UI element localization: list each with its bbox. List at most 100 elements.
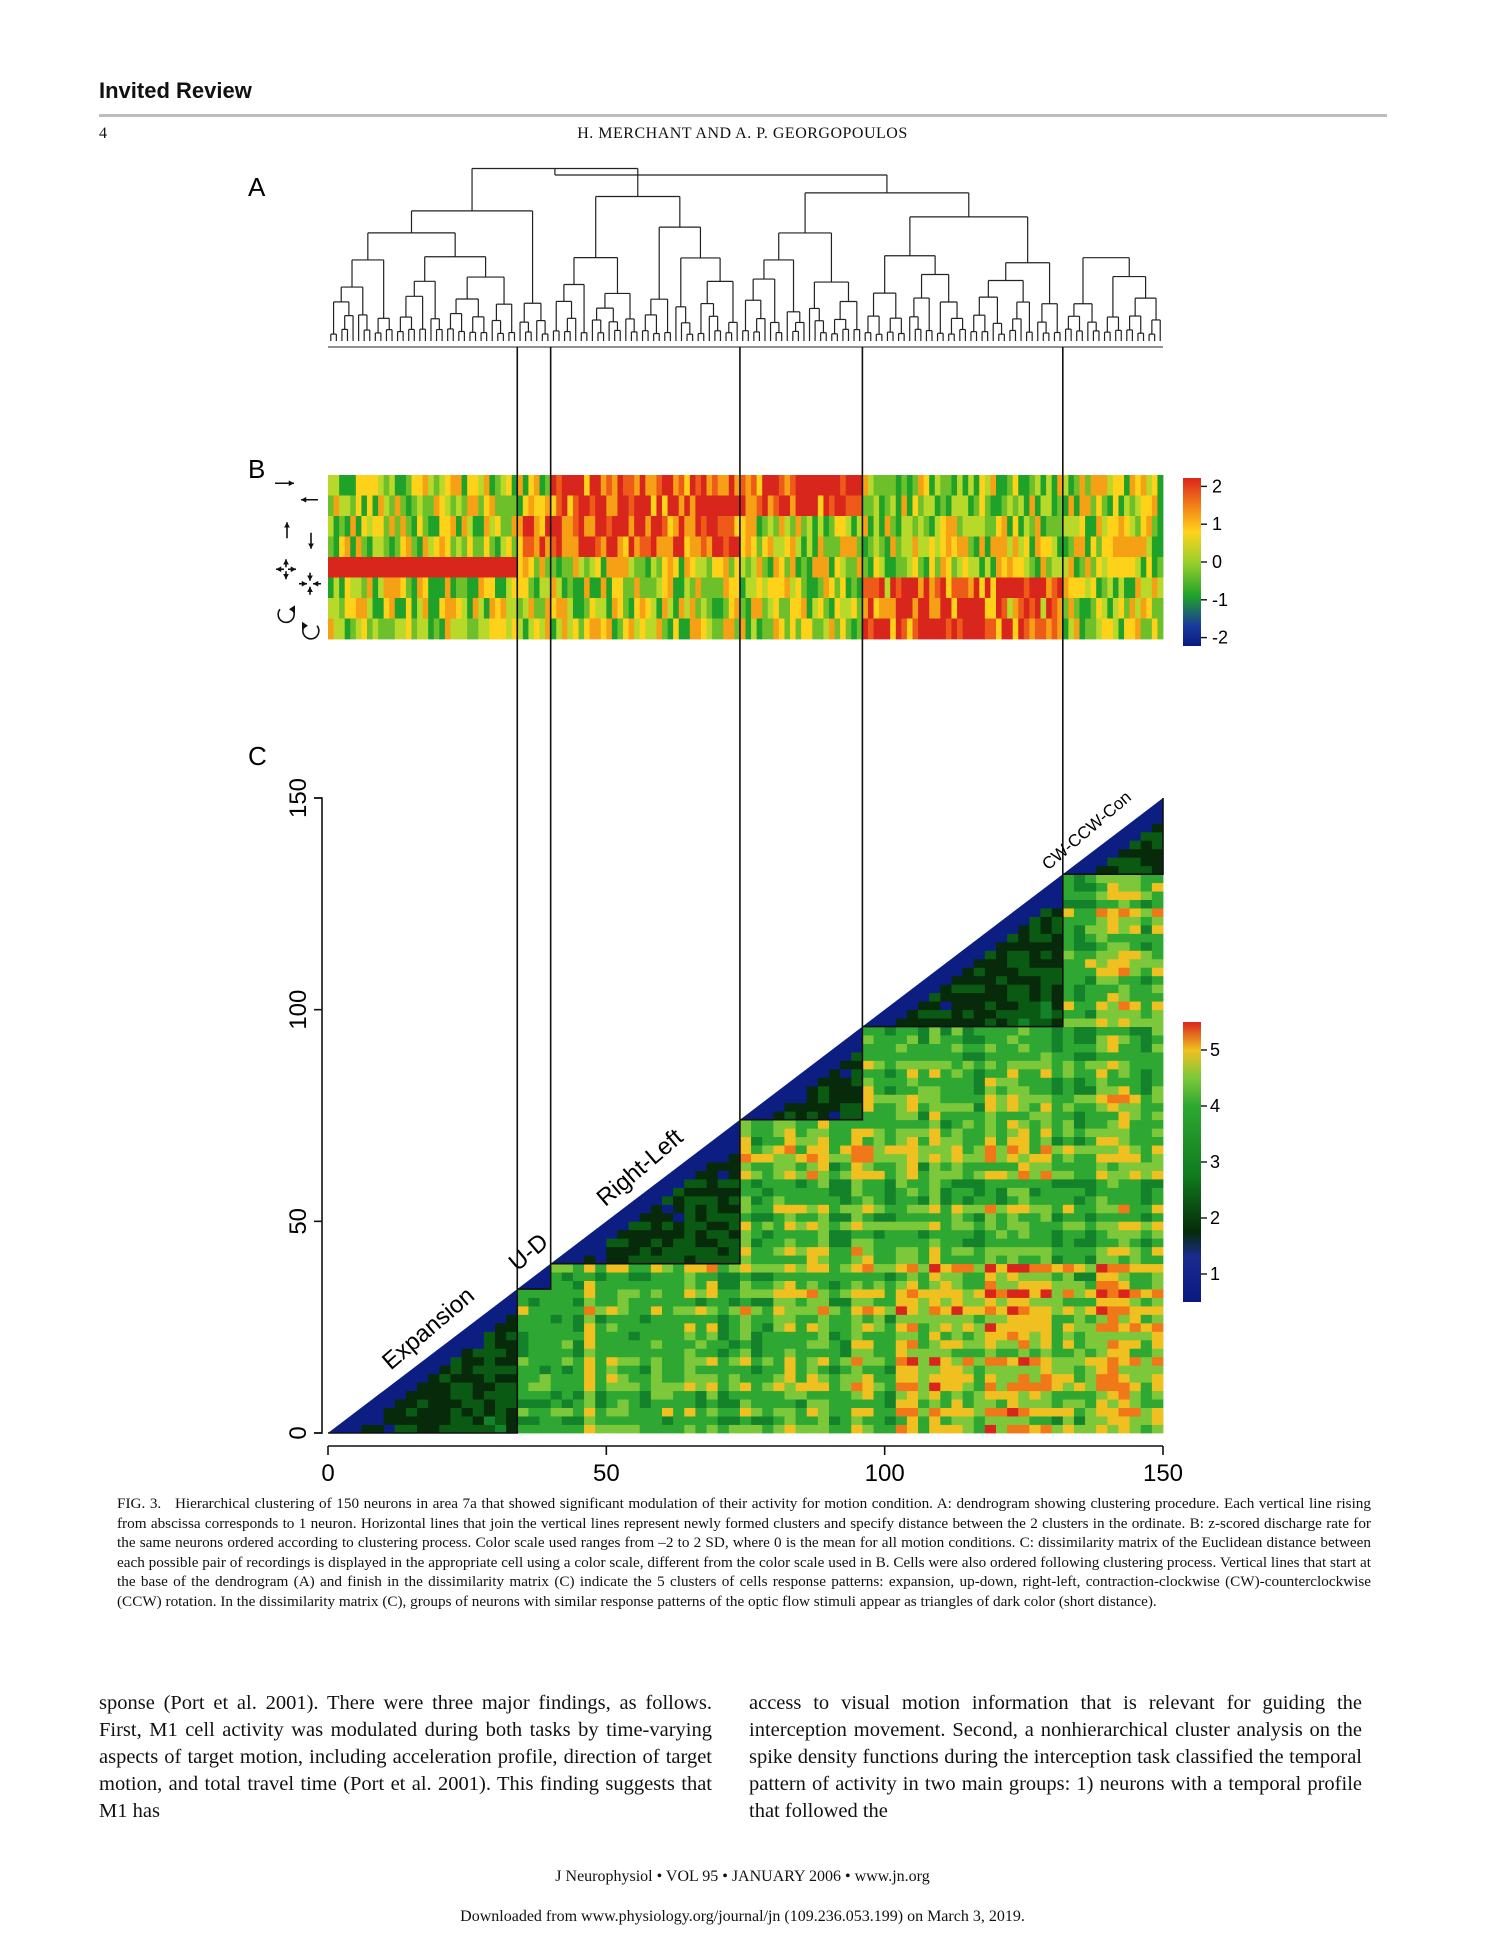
dissimilarity-matrix bbox=[328, 798, 1164, 1434]
matrix-cell bbox=[539, 1322, 552, 1332]
heat-cell bbox=[1140, 577, 1147, 599]
matrix-cell bbox=[572, 1255, 585, 1265]
matrix-cell bbox=[1040, 1407, 1053, 1417]
matrix-cell bbox=[1151, 925, 1164, 934]
matrix-cell bbox=[973, 950, 986, 960]
matrix-cell bbox=[996, 1179, 1008, 1188]
matrix-cell bbox=[806, 1416, 819, 1425]
matrix-cell bbox=[506, 1390, 518, 1400]
heat-cell bbox=[756, 598, 763, 619]
matrix-cell bbox=[829, 1416, 841, 1425]
heat-cell bbox=[700, 577, 707, 599]
matrix-cell bbox=[873, 1221, 886, 1231]
heat-cell bbox=[495, 577, 501, 599]
heat-cell bbox=[745, 577, 752, 599]
matrix-cell bbox=[795, 1102, 808, 1112]
heat-cell bbox=[756, 577, 763, 599]
matrix-cell bbox=[906, 1077, 919, 1087]
matrix-cell bbox=[1029, 1128, 1041, 1138]
matrix-cell bbox=[1029, 1111, 1041, 1121]
matrix-cell bbox=[795, 1416, 808, 1425]
matrix-cell bbox=[895, 1339, 908, 1349]
matrix-cell bbox=[561, 1280, 574, 1290]
heat-cell bbox=[1146, 577, 1153, 599]
matrix-cell bbox=[806, 1187, 819, 1197]
matrix-cell bbox=[584, 1229, 596, 1239]
matrix-cell bbox=[929, 1314, 941, 1324]
matrix-cell bbox=[1107, 1043, 1119, 1053]
heat-cell bbox=[795, 495, 802, 517]
matrix-cell bbox=[951, 1365, 963, 1375]
matrix-cell bbox=[539, 1263, 552, 1273]
matrix-cell bbox=[584, 1263, 596, 1273]
matrix-cell bbox=[673, 1204, 685, 1214]
matrix-cell bbox=[895, 1263, 908, 1273]
heat-cell bbox=[673, 516, 680, 537]
matrix-cell bbox=[1007, 1297, 1019, 1307]
matrix-cell bbox=[996, 992, 1008, 1002]
matrix-cell bbox=[984, 1373, 997, 1383]
contraction-icon-arm bbox=[313, 580, 321, 587]
matrix-cell bbox=[550, 1306, 563, 1315]
heat-cell bbox=[728, 516, 735, 537]
heat-cell bbox=[333, 577, 340, 599]
matrix-cell bbox=[739, 1119, 752, 1129]
heat-cell bbox=[389, 598, 396, 619]
matrix-cell bbox=[739, 1424, 752, 1434]
heat-cell bbox=[1068, 618, 1075, 640]
heat-cell bbox=[851, 475, 858, 496]
matrix-cell bbox=[984, 1331, 997, 1341]
heat-cell bbox=[439, 536, 446, 558]
heat-cell bbox=[996, 495, 1002, 517]
matrix-cell bbox=[1118, 1094, 1130, 1104]
matrix-cell bbox=[996, 1187, 1008, 1197]
heat-cell bbox=[706, 475, 713, 496]
heat-cell bbox=[1112, 475, 1119, 496]
matrix-cell bbox=[1085, 1399, 1097, 1408]
matrix-cell bbox=[739, 1382, 752, 1392]
matrix-cell bbox=[1029, 1263, 1041, 1273]
matrix-cell bbox=[584, 1407, 596, 1417]
matrix-cell bbox=[895, 1187, 908, 1197]
matrix-cell bbox=[906, 1052, 919, 1061]
heat-cell bbox=[550, 577, 557, 599]
heat-cell bbox=[1107, 536, 1114, 558]
matrix-cell bbox=[973, 1052, 986, 1061]
matrix-cell bbox=[1040, 1356, 1053, 1366]
matrix-cell bbox=[895, 1119, 908, 1129]
heat-cell bbox=[1057, 495, 1064, 517]
heat-cell bbox=[996, 598, 1002, 619]
heat-cell bbox=[689, 598, 696, 619]
matrix-cell bbox=[895, 1085, 908, 1095]
matrix-cell bbox=[595, 1238, 607, 1248]
matrix-cell bbox=[1085, 1136, 1097, 1146]
colorbar-b-tick: 1 bbox=[1212, 514, 1222, 534]
matrix-cell bbox=[550, 1331, 563, 1341]
matrix-cell bbox=[739, 1128, 752, 1138]
matrix-cell bbox=[1129, 916, 1142, 926]
matrix-cell bbox=[918, 1399, 930, 1408]
matrix-cell bbox=[673, 1356, 685, 1366]
matrix-cell bbox=[951, 1221, 963, 1231]
matrix-cell bbox=[962, 1170, 975, 1180]
heat-cell bbox=[344, 557, 351, 578]
heat-cell bbox=[678, 598, 685, 619]
heat-cell bbox=[1040, 618, 1047, 640]
matrix-cell bbox=[1096, 1085, 1108, 1095]
matrix-cell bbox=[617, 1289, 629, 1298]
matrix-cell bbox=[739, 1153, 752, 1163]
matrix-cell bbox=[984, 958, 997, 968]
matrix-cell bbox=[1118, 1145, 1130, 1154]
heat-cell bbox=[1135, 557, 1142, 578]
heat-cell bbox=[1007, 516, 1014, 537]
heat-cell bbox=[467, 618, 474, 640]
heat-cell bbox=[979, 618, 986, 640]
matrix-cell bbox=[606, 1297, 618, 1307]
matrix-cell bbox=[884, 1052, 897, 1061]
matrix-cell bbox=[773, 1263, 785, 1273]
heat-cell bbox=[790, 475, 796, 496]
matrix-cell bbox=[895, 1170, 908, 1180]
matrix-cell bbox=[1062, 1322, 1075, 1332]
matrix-cell bbox=[951, 1035, 963, 1044]
matrix-cell bbox=[1129, 1272, 1142, 1281]
